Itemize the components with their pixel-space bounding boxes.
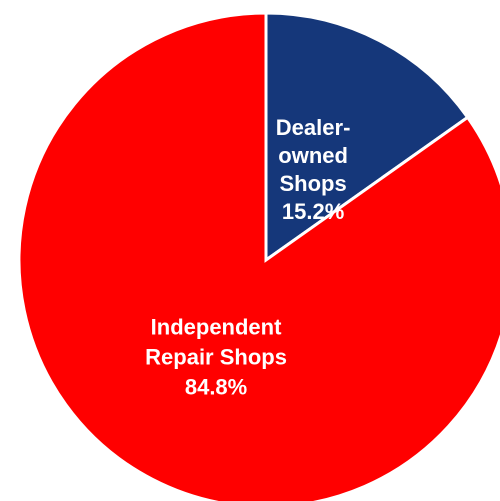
pie-slice-label-0: Dealer-owned Shops 15.2% [276, 115, 351, 224]
pie-labels: Dealer-owned Shops 15.2% Independent Repair … [145, 115, 350, 400]
pie-slice-1 [17, 11, 500, 501]
pie-slices [17, 11, 500, 501]
pie-slice-category-label: Shops [279, 171, 346, 196]
pie-slice-value-label: 84.8% [185, 375, 247, 400]
pie-slice-category-label: Dealer- [276, 115, 351, 140]
pie-slice-label-1: Independent Repair Shops 84.8% [145, 315, 287, 400]
pie-slice-value-label: 15.2% [282, 199, 344, 224]
pie-slice-category-label: Repair Shops [145, 345, 287, 370]
pie-slice-category-label: owned [278, 143, 348, 168]
pie-slice-0 [264, 11, 470, 263]
pie-slice-category-label: Independent [151, 315, 282, 340]
